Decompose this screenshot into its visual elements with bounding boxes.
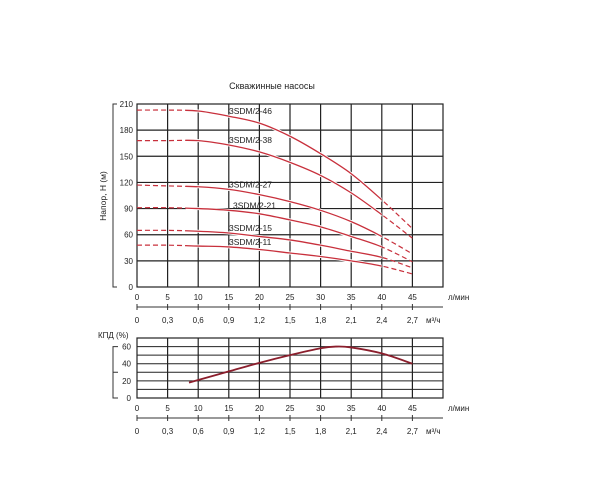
x2-tick-label: 2,4 [376,427,388,436]
x-tick-label: 10 [194,293,203,302]
series-dashed-line [136,244,413,275]
x2-tick-label: 0,3 [162,427,174,436]
x2-tick-label: 2,7 [407,316,419,325]
series-label: 3SDM/2-46 [229,106,272,116]
series-label: 3SDM/2-21 [233,200,276,210]
series-line [185,109,382,201]
x-tick-label: 25 [286,293,295,302]
x2-tick-label: 1,2 [254,316,266,325]
x-tick-label: 5 [165,293,170,302]
y-tick-label: 20 [122,377,131,386]
eff-y-axis-label: КПД (%) [98,331,129,340]
y-tick-label: 30 [124,257,133,266]
y-tick-label: 210 [120,100,134,109]
y-tick-label: 90 [124,205,133,214]
x-tick-label: 35 [347,404,356,413]
x2-tick-label: 2,1 [346,316,358,325]
x2-unit-label: м³/ч [426,316,441,325]
x2-tick-label: 1,8 [315,316,327,325]
series-line [185,230,382,259]
x-tick-label: 25 [286,404,295,413]
x2-tick-label: 0,9 [223,316,235,325]
x-tick-label: 45 [408,293,417,302]
series-line [185,139,382,216]
series-line [185,185,382,238]
x-tick-label: 45 [408,404,417,413]
y-tick-label: 60 [124,231,133,240]
y-tick-label: 180 [120,126,134,135]
x2-tick-label: 2,7 [407,427,419,436]
x2-tick-label: 0 [135,316,140,325]
x2-tick-label: 0,6 [193,427,205,436]
x-unit-label: л/мин [448,404,469,413]
x2-tick-label: 1,2 [254,427,266,436]
x2-unit-label: м³/ч [426,427,441,436]
x-tick-label: 40 [377,293,386,302]
x2-tick-label: 0 [135,427,140,436]
x2-tick-label: 0,3 [162,316,174,325]
x2-tick-label: 1,5 [284,316,296,325]
x-tick-label: 15 [224,404,233,413]
series-dashed-line [136,229,413,269]
x-tick-label: 35 [347,293,356,302]
y-axis-bracket [112,346,118,399]
chart-title: Скважинные насосы [229,81,315,91]
y-tick-label: 40 [122,360,131,369]
x2-tick-label: 2,1 [346,427,358,436]
x-tick-label: 30 [316,293,325,302]
x-tick-label: 0 [135,404,140,413]
x2-tick-label: 1,8 [315,427,327,436]
x-tick-label: 20 [255,404,264,413]
y-tick-label: 150 [120,152,134,161]
x-tick-label: 30 [316,404,325,413]
y-tick-label: 60 [122,343,131,352]
x-tick-label: 20 [255,293,264,302]
y-axis-label: Напор, H (м) [98,171,108,221]
x-tick-label: 10 [194,404,203,413]
series-label: 3SDM/2-11 [229,237,272,247]
series-mask [185,108,382,202]
series-label: 3SDM/2-27 [229,179,272,189]
series-mask [185,229,382,259]
x2-tick-label: 0,9 [223,427,235,436]
x-tick-label: 40 [377,404,386,413]
series-label: 3SDM/2-38 [229,135,272,145]
series-mask [185,244,382,268]
series-line [185,245,382,267]
y-tick-label: 0 [129,283,134,292]
x-unit-label: л/мин [448,293,469,302]
series-line [185,207,382,248]
x2-tick-label: 1,5 [284,427,296,436]
efficiency-line [188,345,413,384]
series-label: 3SDM/2-15 [229,223,272,233]
x2-tick-label: 0,6 [193,316,205,325]
y-tick-label: 0 [127,394,132,403]
y-tick-label: 120 [120,178,134,187]
x2-tick-label: 2,4 [376,316,388,325]
y-axis-bracket [112,103,117,288]
x-tick-label: 0 [135,293,140,302]
x-tick-label: 15 [224,293,233,302]
x-tick-label: 5 [165,404,170,413]
